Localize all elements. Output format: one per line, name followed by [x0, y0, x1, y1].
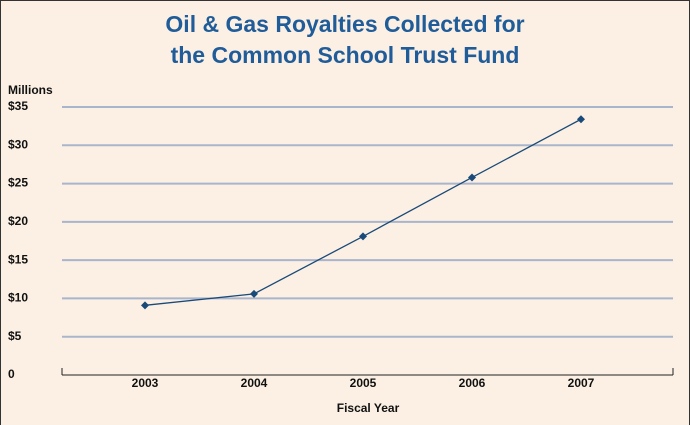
chart-title: the Common School Trust Fund — [171, 42, 520, 68]
x-tick-label: 2006 — [459, 376, 486, 390]
x-axis-label: Fiscal Year — [337, 401, 400, 415]
marker — [250, 289, 258, 298]
marker — [141, 301, 149, 310]
chart-title: Oil & Gas Royalties Collected for — [165, 11, 524, 37]
y-tick-label: $20 — [8, 214, 28, 228]
y-tick-label: $30 — [8, 137, 28, 151]
y-tick-label: $10 — [8, 291, 28, 305]
marker — [468, 173, 476, 182]
marker — [577, 115, 585, 124]
x-tick-label: 2003 — [132, 376, 159, 390]
x-tick-label: 2007 — [568, 376, 595, 390]
x-tick-label: 2005 — [350, 376, 377, 390]
y-tick-label: $35 — [8, 99, 28, 113]
y-axis-label: Millions — [8, 83, 53, 97]
y-tick-label: $5 — [8, 329, 22, 343]
y-tick-label: $15 — [8, 252, 28, 266]
y-tick-label: 0 — [8, 367, 15, 381]
marker — [359, 232, 367, 241]
y-tick-label: $25 — [8, 176, 28, 190]
x-tick-label: 2004 — [241, 376, 268, 390]
